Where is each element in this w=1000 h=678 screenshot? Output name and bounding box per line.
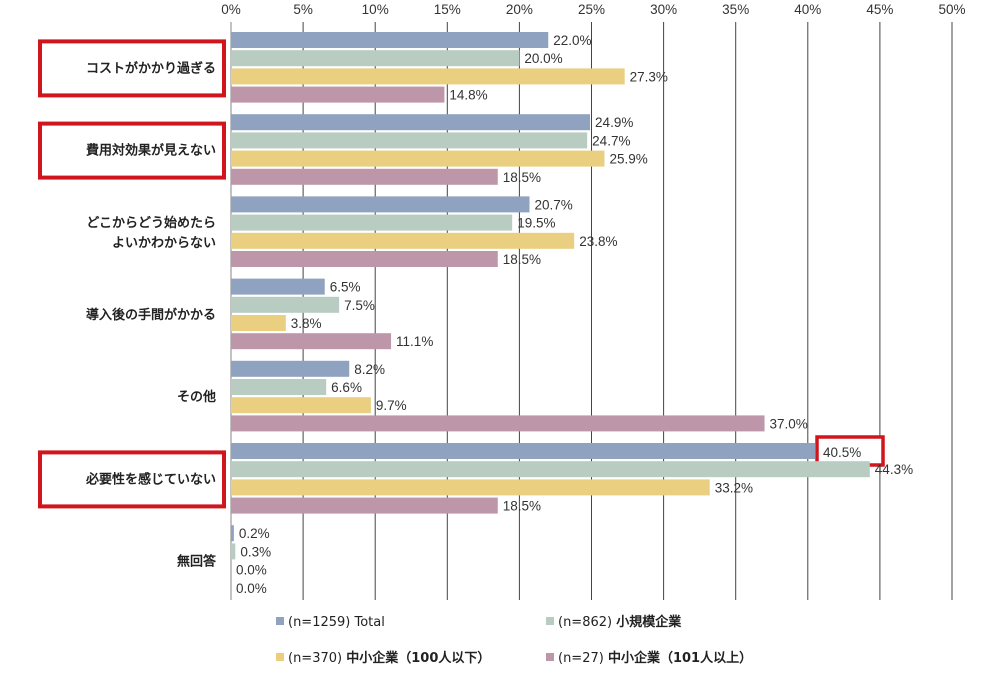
bar-value-label: 0.0% — [236, 563, 267, 578]
bar — [231, 168, 498, 185]
bar-value-label: 24.7% — [592, 133, 630, 148]
bar-value-label: 7.5% — [344, 298, 375, 313]
bar — [231, 479, 710, 496]
x-tick-label: 25% — [578, 2, 605, 17]
x-tick-label: 45% — [866, 2, 893, 17]
category-label: 無回答 — [177, 554, 217, 570]
category-label: よいかわからない — [112, 236, 216, 251]
bar-value-label: 6.5% — [330, 280, 361, 295]
bar-value-label: 0.2% — [239, 526, 270, 541]
bar-value-label: 33.2% — [715, 480, 753, 495]
legend-label: 中小企業（101人以上） — [608, 650, 752, 666]
bar — [231, 443, 816, 459]
bar — [231, 114, 591, 131]
legend-entry: (n=862) 小規模企業 — [558, 614, 682, 630]
bar-series: 22.0% 20.0% 27.3% 14.8% 24.9% 24.7% 25.9% 18.5%… — [231, 32, 913, 596]
bar — [231, 50, 520, 67]
bar — [231, 296, 340, 313]
bar — [231, 86, 445, 103]
bar-value-label: 3.8% — [291, 316, 322, 331]
bar-value-label: 18.5% — [503, 252, 541, 267]
legend-swatch — [276, 617, 284, 625]
bar — [231, 497, 498, 514]
legend-entry: (n=370) 中小企業（100人以下） — [288, 650, 490, 666]
bar — [231, 360, 350, 377]
bar-value-label: 44.3% — [875, 462, 913, 477]
x-tick-label: 20% — [506, 2, 533, 17]
x-tick-label: 0% — [221, 2, 241, 17]
bar-value-label: 40.5% — [823, 445, 861, 460]
bar-value-label: 14.8% — [449, 88, 487, 103]
value-highlight-box — [815, 435, 885, 467]
bar — [231, 315, 286, 331]
legend-swatch — [546, 653, 554, 661]
bar — [231, 543, 236, 560]
x-tick-label: 35% — [722, 2, 749, 17]
bar-value-label: 19.5% — [517, 216, 555, 231]
bar-value-label: 18.5% — [503, 170, 541, 185]
x-tick-label: 40% — [794, 2, 821, 17]
legend-swatch — [546, 617, 554, 625]
bar-value-label: 20.0% — [524, 51, 562, 66]
bar — [231, 379, 327, 395]
category-highlight-box — [38, 450, 226, 509]
bar-value-label: 25.9% — [609, 152, 647, 167]
bar-value-label: 18.5% — [503, 499, 541, 514]
legend-label: Total — [354, 615, 385, 630]
bar — [231, 150, 605, 167]
bar-value-label: 0.0% — [236, 581, 267, 596]
bar-value-label: 0.3% — [240, 544, 271, 559]
bar — [231, 68, 625, 85]
bar-value-label: 11.1% — [396, 334, 433, 349]
bar-value-label: 22.0% — [553, 33, 591, 48]
legend-n: (n=1259) — [288, 615, 355, 630]
bar-value-label: 37.0% — [770, 416, 808, 431]
bar — [231, 397, 371, 414]
bar-value-label: 8.2% — [354, 362, 385, 377]
legend-n: (n=27) — [558, 651, 608, 666]
bar — [231, 132, 588, 149]
legend-n: (n=862) — [558, 615, 616, 630]
category-label: コストがかかり過ぎる — [86, 60, 216, 76]
legend-n: (n=370) — [288, 651, 346, 666]
bar — [231, 196, 530, 213]
category-label: 必要性を感じていない — [85, 471, 216, 487]
category-label: どこからどう始めたら — [86, 215, 216, 231]
x-tick-label: 50% — [938, 2, 965, 17]
bar — [231, 32, 549, 48]
bar — [231, 278, 325, 295]
category-labels: コストがかかり過ぎる費用対効果が見えないどこからどう始めたらよいかわからない導入… — [38, 39, 226, 570]
legend-label: 中小企業（100人以下） — [346, 650, 490, 666]
x-tick-label: 10% — [362, 2, 389, 17]
bar-value-label: 23.8% — [579, 234, 617, 249]
bar-value-label: 24.9% — [595, 115, 633, 130]
bar-value-label: 20.7% — [534, 197, 572, 212]
bar-value-label: 27.3% — [630, 69, 668, 84]
bar — [231, 415, 765, 432]
bar — [231, 232, 575, 249]
bar — [231, 251, 498, 267]
legend-swatch — [276, 653, 284, 661]
category-label: 費用対効果が見えない — [86, 143, 216, 159]
legend-label: 小規模企業 — [616, 614, 682, 630]
x-tick-label: 15% — [434, 2, 461, 17]
legend-entry: (n=27) 中小企業（101人以上） — [558, 650, 752, 666]
bar-value-label: 9.7% — [376, 398, 407, 413]
category-highlight-box — [38, 121, 226, 180]
bar — [231, 214, 513, 231]
x-tick-label: 30% — [650, 2, 677, 17]
category-label: 導入後の手間がかかる — [86, 307, 216, 323]
bar — [231, 461, 870, 478]
bar — [231, 525, 234, 542]
legend: (n=1259) Total (n=862) 小規模企業 (n=370) 中小企業（… — [276, 614, 752, 666]
bar-value-label: 6.6% — [331, 380, 362, 395]
bar — [231, 333, 392, 350]
x-axis-tick-labels: 0% 5% 10% 15% 20% 25% 30% 35% 40% 45% 50% — [221, 2, 965, 17]
legend-entry: (n=1259) Total — [288, 615, 385, 630]
x-tick-label: 5% — [293, 2, 313, 17]
category-label: その他 — [177, 389, 216, 405]
category-highlight-box — [38, 39, 226, 98]
